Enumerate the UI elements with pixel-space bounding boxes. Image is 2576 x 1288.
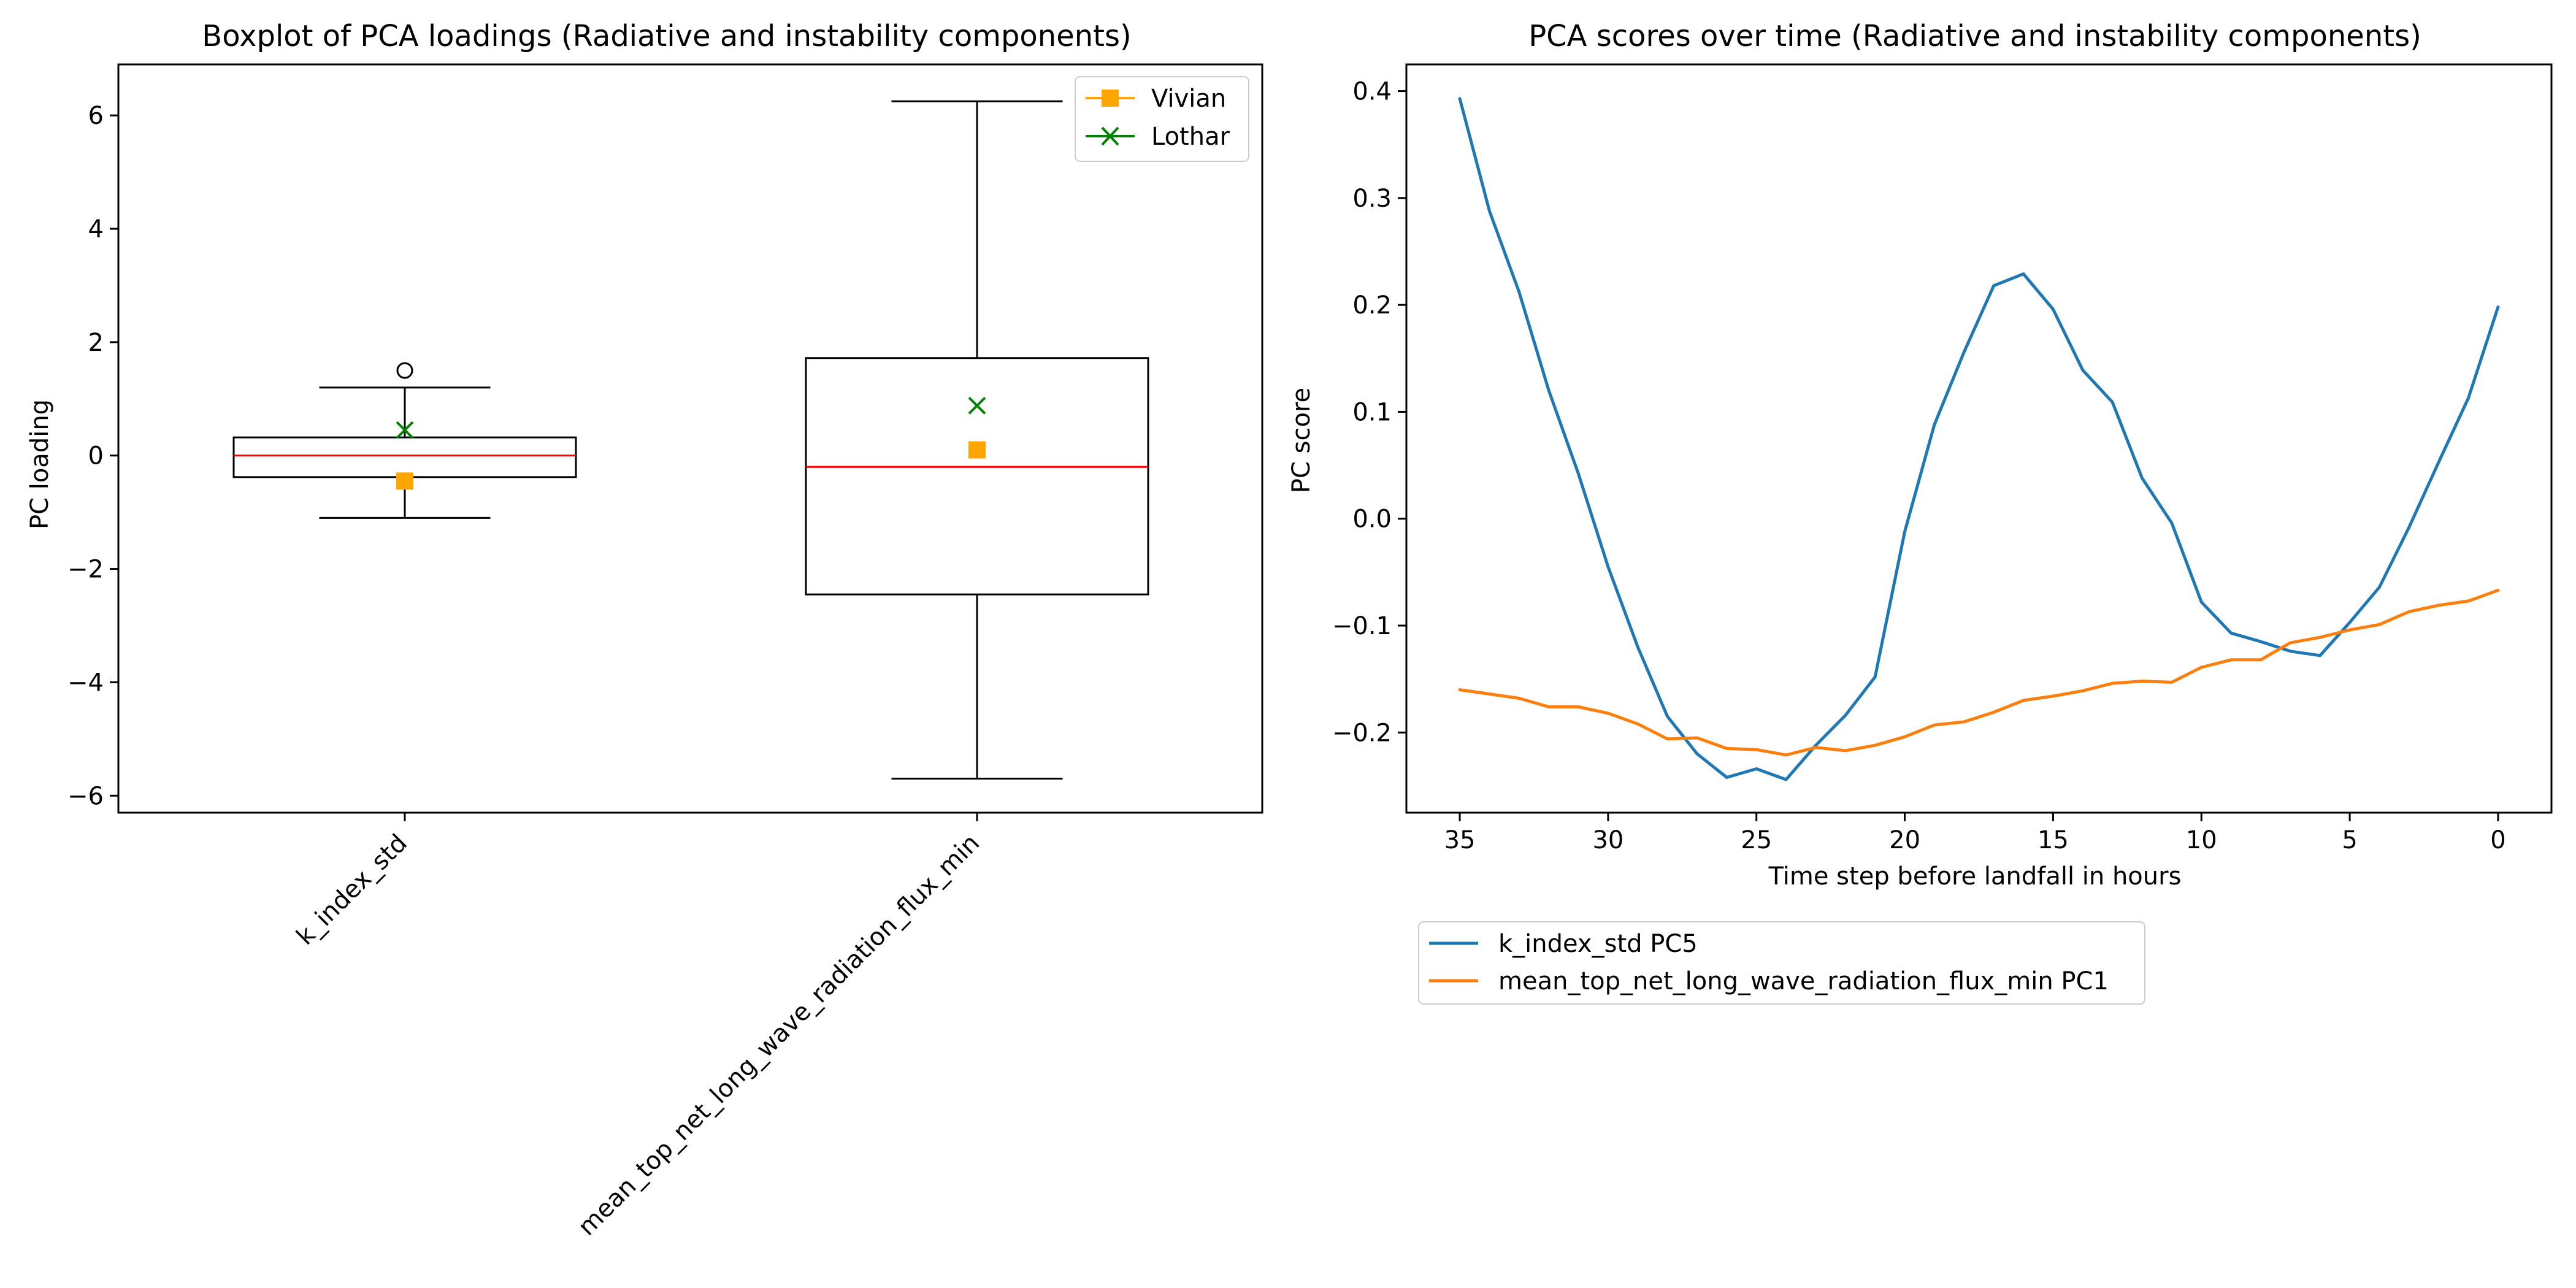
y-tick-label: 0.2 <box>1352 291 1392 320</box>
legend-label-lw-flux: mean_top_net_long_wave_radiation_flux_mi… <box>1498 967 2109 995</box>
marker-vivian <box>968 441 986 459</box>
x-tick-label: 30 <box>1592 826 1623 854</box>
line-chart-axes-frame <box>1405 63 2553 814</box>
y-tick-label: −0.1 <box>1332 612 1392 640</box>
series-line-k-index-std-pc5 <box>1458 97 2500 781</box>
line-chart-y-axis-label: PC score <box>1287 388 1316 493</box>
y-tick-label: −2 <box>67 556 104 584</box>
x-tick-label: 25 <box>1741 826 1772 854</box>
y-tick-label: 0.4 <box>1352 78 1392 106</box>
legend-box <box>1418 921 2145 1005</box>
y-tick-label: 0.1 <box>1352 398 1392 426</box>
y-tick-label: 2 <box>88 329 104 357</box>
boxplot-boxes <box>232 100 1149 780</box>
y-tick-label: −4 <box>67 669 104 697</box>
outlier-point <box>396 362 413 379</box>
line-chart-title: PCA scores over time (Radiative and inst… <box>1528 19 2421 53</box>
line-chart-legend: k_index_std PC5 mean_top_net_long_wave_r… <box>1418 921 2145 1005</box>
legend-label-vivian: Vivian <box>1151 85 1226 113</box>
marker-lothar <box>968 396 986 415</box>
marker-lothar <box>396 421 414 439</box>
legend-marker-lothar <box>1101 126 1119 146</box>
line-chart-panel: PCA scores over time (Radiative and inst… <box>1287 19 2553 1005</box>
iqr-box <box>805 357 1149 596</box>
box-mean-top-net-long-wave-radiation-flux-min <box>805 100 1149 780</box>
series-line-mean-top-net-long-wave-radiation-flux-min-pc1 <box>1458 589 2500 757</box>
x-tick-label: 10 <box>2186 826 2217 854</box>
legend-label-k-index-std: k_index_std PC5 <box>1498 930 1698 958</box>
y-tick-label: 0.3 <box>1352 185 1392 213</box>
boxplot-legend: Vivian Lothar <box>1075 76 1249 162</box>
box-k-index-std <box>232 362 577 519</box>
y-tick-label: −0.2 <box>1332 719 1392 747</box>
y-tick-label: 4 <box>88 215 104 243</box>
legend-marker-vivian <box>1102 90 1119 107</box>
line-chart-x-axis-label: Time step before landfall in hours <box>1768 862 2182 891</box>
x-tick-label: 0 <box>2490 826 2505 854</box>
x-tick-label: 35 <box>1444 826 1476 854</box>
boxplot-title: Boxplot of PCA loadings (Radiative and i… <box>202 19 1131 53</box>
marker-vivian <box>396 472 413 490</box>
y-tick-label: −6 <box>67 782 104 810</box>
line-chart-series <box>1458 97 2500 781</box>
y-tick-label: 0 <box>88 442 104 470</box>
x-tick-label: 5 <box>2342 826 2357 854</box>
boxplot-axes-frame <box>117 63 1263 814</box>
x-tick-label: 20 <box>1889 826 1920 854</box>
y-tick-label: 6 <box>88 102 104 130</box>
x-tick-label: 15 <box>2037 826 2069 854</box>
y-tick-label: 0.0 <box>1352 505 1392 534</box>
legend-label-lothar: Lothar <box>1151 123 1230 151</box>
boxplot-markers <box>396 396 986 490</box>
boxplot-y-axis-label: PC loading <box>26 399 54 529</box>
line-chart-ticks: 35 30 25 20 15 10 5 0 −0.2 −0.1 0.0 0.1 0.2 0.3 0.4 <box>1332 78 2506 854</box>
